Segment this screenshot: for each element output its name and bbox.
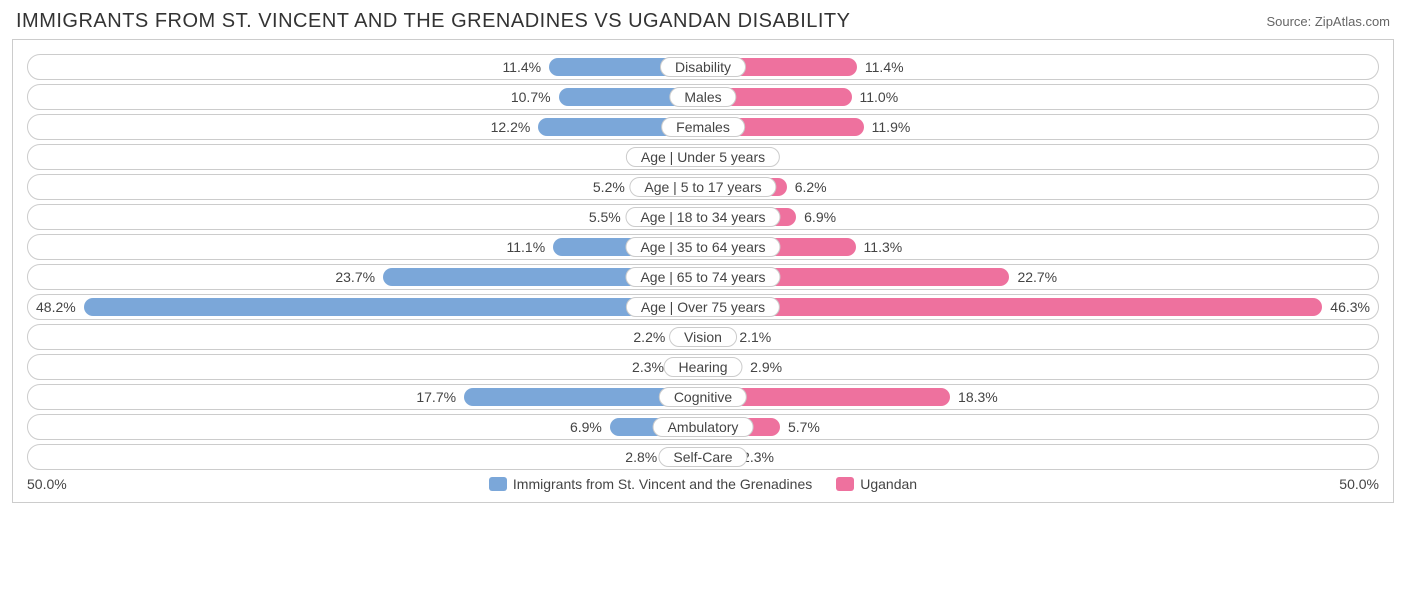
left-value: 11.1% [498,239,553,255]
right-value: 22.7% [1009,269,1065,285]
legend-swatch-right [836,477,854,491]
left-value: 5.2% [585,179,633,195]
row-right-half: 11.4% [703,55,1378,79]
data-row: 11.4% 11.4% Disability [27,54,1379,80]
row-left-half: 2.3% [28,355,703,379]
row-category-label: Age | 18 to 34 years [625,207,780,227]
axis-max-left: 50.0% [27,476,67,492]
left-bar [84,298,703,316]
left-value: 6.9% [562,419,610,435]
right-value: 6.9% [796,209,844,225]
chart-area: 11.4% 11.4% Disability 10.7% 11.0% Males 12.2%… [12,39,1394,503]
right-value: 2.1% [731,329,779,345]
row-left-half: 0.79% [28,145,703,169]
data-row: 2.8%2.3%Self-Care [27,444,1379,470]
data-row: 11.1% 11.3% Age | 35 to 64 years [27,234,1379,260]
row-category-label: Hearing [663,357,742,377]
left-value: 2.2% [625,329,673,345]
right-value: 18.3% [950,389,1006,405]
left-value: 10.7% [503,89,559,105]
row-category-label: Age | Under 5 years [626,147,780,167]
right-value: 5.7% [780,419,828,435]
data-row: 5.5% 6.9% Age | 18 to 34 years [27,204,1379,230]
data-row: 23.7% 22.7% Age | 65 to 74 years [27,264,1379,290]
right-value: 11.3% [856,239,911,255]
row-right-half: 46.3% [703,295,1378,319]
row-right-half: 11.9% [703,115,1378,139]
row-category-label: Disability [660,57,746,77]
right-value: 46.3% [1322,299,1378,315]
legend-item-right: Ugandan [836,476,917,492]
row-category-label: Age | 35 to 64 years [625,237,780,257]
row-left-half: 23.7% [28,265,703,289]
data-row: 5.2% 6.2% Age | 5 to 17 years [27,174,1379,200]
row-category-label: Self-Care [658,447,747,467]
row-left-half: 5.5% [28,205,703,229]
left-value: 12.2% [483,119,539,135]
row-right-half: 22.7% [703,265,1378,289]
row-right-half: 5.7% [703,415,1378,439]
axis-max-right: 50.0% [1339,476,1379,492]
row-left-half: 10.7% [28,85,703,109]
data-row: 12.2% 11.9% Females [27,114,1379,140]
left-value: 11.4% [494,59,549,75]
row-category-label: Age | 5 to 17 years [629,177,776,197]
row-right-half: 6.2% [703,175,1378,199]
rows-container: 11.4% 11.4% Disability 10.7% 11.0% Males 12.2%… [13,54,1393,470]
right-value: 11.0% [852,89,907,105]
row-left-half: 11.4% [28,55,703,79]
legend-label-right: Ugandan [860,476,917,492]
row-category-label: Age | Over 75 years [626,297,780,317]
row-right-half: 11.3% [703,235,1378,259]
chart-header: IMMIGRANTS FROM ST. VINCENT AND THE GREN… [0,0,1406,39]
chart-title: IMMIGRANTS FROM ST. VINCENT AND THE GREN… [16,10,851,33]
row-right-half: 2.3% [703,445,1378,469]
row-right-half: 18.3% [703,385,1378,409]
row-category-label: Ambulatory [653,417,754,437]
data-row: 2.2% 2.1%Vision [27,324,1379,350]
right-value: 2.9% [742,359,790,375]
legend-swatch-left [489,477,507,491]
row-left-half: 12.2% [28,115,703,139]
right-bar [703,298,1322,316]
legend: Immigrants from St. Vincent and the Gren… [67,476,1340,492]
data-row: 17.7% 18.3% Cognitive [27,384,1379,410]
row-left-half: 48.2% [28,295,703,319]
row-category-label: Vision [669,327,737,347]
row-left-half: 2.2% [28,325,703,349]
data-row: 0.79%1.1%Age | Under 5 years [27,144,1379,170]
left-value: 23.7% [327,269,383,285]
legend-item-left: Immigrants from St. Vincent and the Gren… [489,476,812,492]
left-value: 17.7% [408,389,464,405]
row-right-half: 2.1% [703,325,1378,349]
row-right-half: 11.0% [703,85,1378,109]
row-left-half: 17.7% [28,385,703,409]
left-value: 5.5% [581,209,629,225]
row-left-half: 6.9% [28,415,703,439]
row-category-label: Males [669,87,736,107]
row-category-label: Age | 65 to 74 years [625,267,780,287]
legend-label-left: Immigrants from St. Vincent and the Gren… [513,476,812,492]
chart-footer: 50.0% Immigrants from St. Vincent and th… [13,474,1393,498]
data-row: 10.7% 11.0% Males [27,84,1379,110]
right-value: 6.2% [787,179,835,195]
left-value: 48.2% [28,299,84,315]
row-category-label: Cognitive [659,387,747,407]
data-row: 2.3% 2.9%Hearing [27,354,1379,380]
right-value: 11.9% [864,119,919,135]
row-right-half: 6.9% [703,205,1378,229]
data-row: 48.2% 46.3% Age | Over 75 years [27,294,1379,320]
row-category-label: Females [661,117,745,137]
data-row: 6.9% 5.7% Ambulatory [27,414,1379,440]
right-value: 11.4% [857,59,912,75]
row-left-half: 2.8% [28,445,703,469]
row-left-half: 11.1% [28,235,703,259]
row-right-half: 2.9% [703,355,1378,379]
row-right-half: 1.1% [703,145,1378,169]
row-left-half: 5.2% [28,175,703,199]
chart-source: Source: ZipAtlas.com [1266,14,1390,29]
